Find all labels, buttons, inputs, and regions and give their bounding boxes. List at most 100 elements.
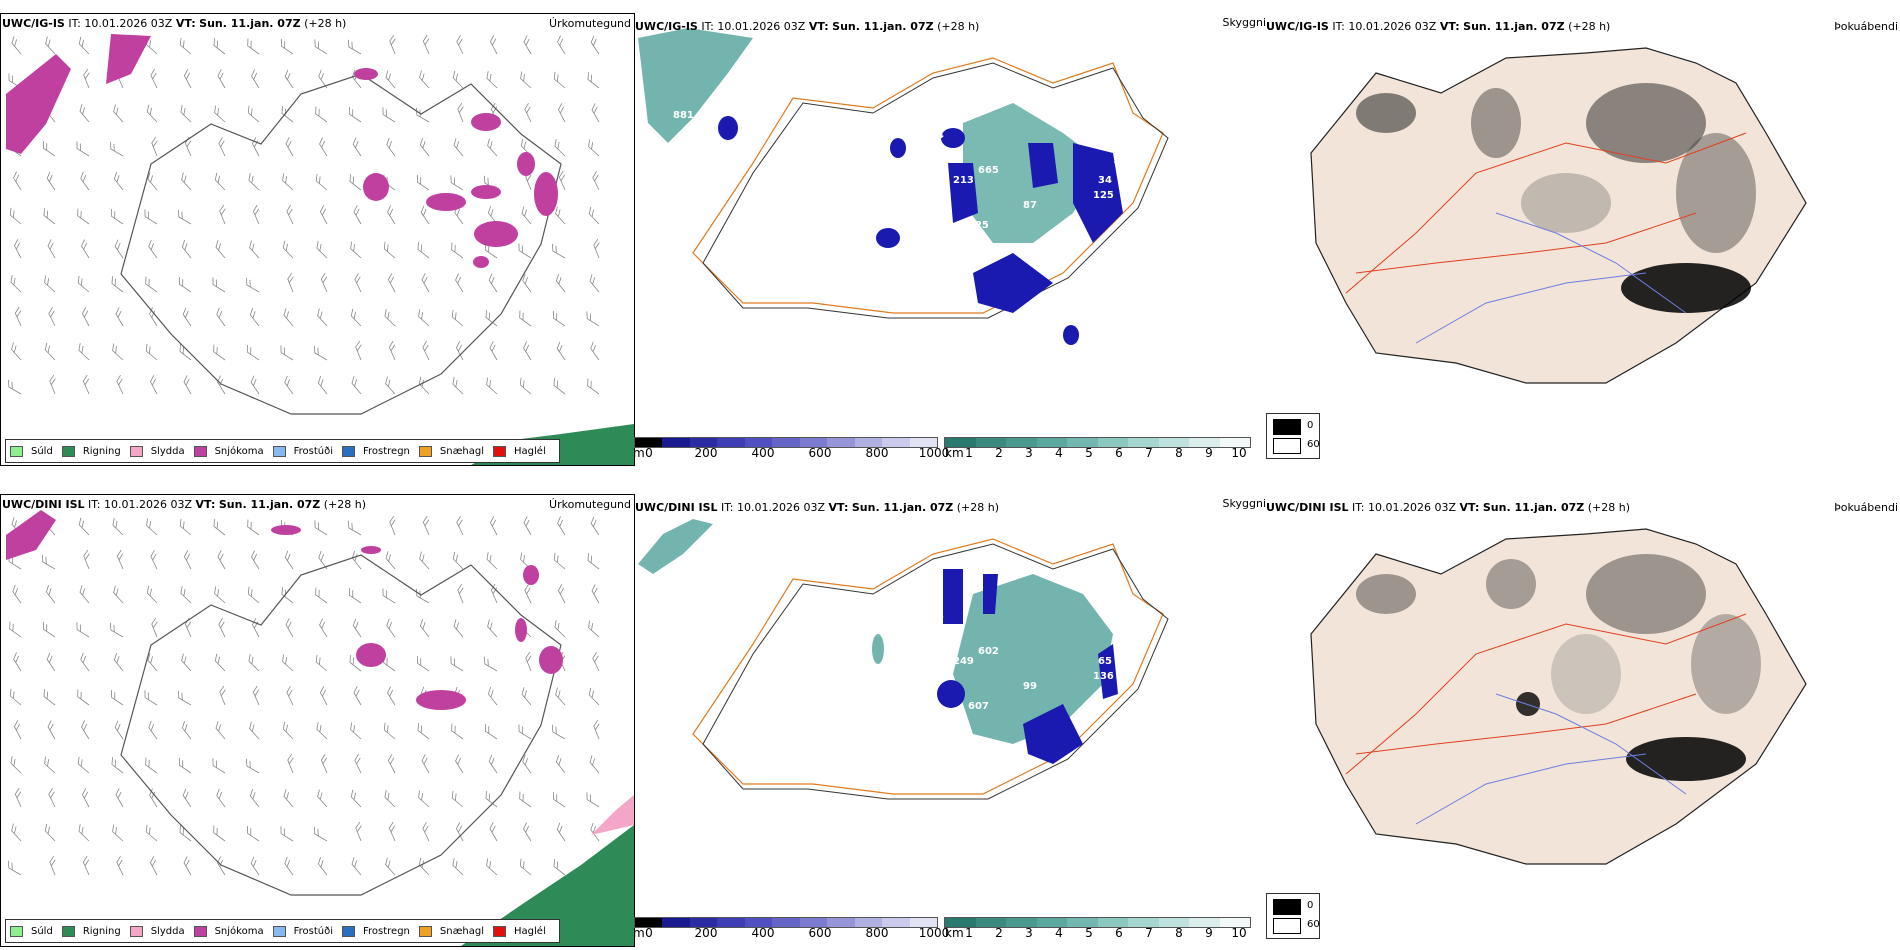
wind-barb bbox=[111, 276, 124, 293]
wind-barb bbox=[213, 344, 226, 361]
wind-barb bbox=[455, 341, 464, 361]
wind-barb bbox=[283, 789, 294, 808]
wind-barb bbox=[351, 857, 362, 876]
wind-barb bbox=[486, 71, 498, 89]
wind-barb bbox=[246, 758, 260, 774]
legend-swatch bbox=[272, 445, 286, 457]
wind-barb bbox=[282, 654, 294, 672]
wind-barb bbox=[251, 69, 260, 89]
wind-barb bbox=[315, 173, 328, 191]
wind-barb bbox=[557, 103, 566, 123]
tick-label: 1000 bbox=[918, 926, 950, 940]
wind-barb bbox=[554, 620, 566, 638]
wind-barb bbox=[77, 208, 90, 225]
wind-barb bbox=[388, 821, 396, 842]
wind-barb bbox=[355, 821, 362, 842]
legend-label: Súld bbox=[31, 925, 53, 937]
wind-barb bbox=[553, 859, 566, 876]
run-info-row2: UWC/DINI ISL IT: 10.01.2026 03Z VT: Sun.… bbox=[2, 498, 367, 511]
wind-barb bbox=[316, 241, 328, 259]
wind-barb bbox=[113, 652, 124, 672]
wind-barb bbox=[212, 758, 226, 774]
wind-barb bbox=[421, 754, 430, 774]
fog-shade-legend-row2: 0 60 bbox=[1266, 893, 1320, 939]
wind-barb bbox=[49, 855, 56, 876]
wind-barb bbox=[518, 724, 532, 740]
cloud-panel-row1: 881 10 166 284 213 665 125 87 125 113 13 59 10 34 UWC… bbox=[633, 13, 1266, 464]
tick-label: 6 bbox=[1115, 446, 1123, 460]
precip-panel-row2: UWC/DINI ISL IT: 10.01.2026 03Z VT: Sun.… bbox=[0, 494, 635, 947]
cloud-panel-row2: 20 200 229 128 249 602 607 99 136 195 102 10 95 65 UW… bbox=[633, 494, 1266, 945]
wind-barb bbox=[552, 791, 566, 808]
legend-label: Haglél bbox=[514, 925, 546, 937]
wind-barb bbox=[283, 308, 294, 327]
wind-barb bbox=[113, 171, 124, 191]
wind-barb bbox=[284, 550, 294, 570]
wind-barb bbox=[382, 588, 396, 604]
wind-barb bbox=[9, 207, 22, 225]
legend-item: Snæhagl bbox=[418, 445, 485, 457]
wind-barb bbox=[217, 375, 226, 395]
tick-label: 6 bbox=[1115, 926, 1123, 940]
wind-barb bbox=[112, 518, 124, 536]
wind-barb bbox=[456, 34, 464, 55]
wind-barb bbox=[319, 205, 328, 225]
legend-item: Snjókoma bbox=[193, 925, 264, 937]
wind-barb bbox=[42, 554, 56, 570]
wind-barb bbox=[348, 520, 362, 536]
wind-barb bbox=[389, 515, 396, 536]
cloud-base-value: 125 bbox=[968, 220, 989, 231]
panel-title-precip-row2: Úrkomutegund bbox=[549, 498, 631, 511]
legend-label: Rigning bbox=[82, 445, 121, 457]
wind-barb bbox=[45, 36, 56, 55]
tick-label: 600 bbox=[808, 446, 832, 460]
wind-barb bbox=[213, 519, 226, 536]
wind-barb bbox=[42, 140, 56, 157]
fog-map-row1 bbox=[1310, 47, 1807, 384]
wind-barb bbox=[146, 518, 158, 536]
wind-barb bbox=[351, 550, 362, 570]
wind-barb bbox=[11, 36, 22, 55]
wind-barb bbox=[249, 240, 260, 259]
wind-barb bbox=[418, 790, 430, 808]
wind-barb bbox=[422, 821, 430, 842]
wind-barb bbox=[282, 721, 294, 740]
wind-barb bbox=[553, 71, 566, 89]
wind-barb bbox=[247, 586, 260, 604]
tick-label: 2 bbox=[995, 446, 1003, 460]
precip-legend-row2: Súld Rigning Slydda Snjókoma Frostúði Frostre… bbox=[5, 919, 560, 943]
wind-barb bbox=[590, 341, 600, 361]
legend-label: Snjókoma bbox=[214, 925, 264, 937]
wind-barb bbox=[555, 273, 566, 293]
cloud-base-value: 607 bbox=[968, 701, 989, 712]
tick-label: 9 bbox=[1205, 926, 1213, 940]
wind-barb bbox=[353, 205, 362, 225]
wind-barb bbox=[285, 137, 294, 157]
wind-barb bbox=[588, 687, 600, 706]
cloud-base-value: 102 bbox=[953, 756, 974, 767]
wind-barb bbox=[214, 653, 226, 672]
wind-barb bbox=[280, 345, 294, 361]
cloud-base-value: 136 bbox=[1093, 671, 1114, 682]
wind-barb bbox=[349, 174, 362, 191]
wind-barb bbox=[215, 721, 226, 740]
wind-barb bbox=[525, 651, 532, 672]
run-info-fog-row1: UWC/IG-IS IT: 10.01.2026 03Z VT: Sun. 11… bbox=[1266, 20, 1611, 33]
legend-label: Rigning bbox=[82, 925, 121, 937]
wind-barb bbox=[590, 822, 600, 842]
wind-barb bbox=[519, 310, 532, 327]
tick-label: 600 bbox=[808, 926, 832, 940]
wind-barb bbox=[79, 104, 90, 123]
wind-barbs-row2 bbox=[8, 515, 600, 876]
wind-barb bbox=[11, 342, 22, 361]
wind-barb bbox=[385, 70, 396, 89]
legend-label: Snæhagl bbox=[439, 445, 485, 457]
wind-barb bbox=[44, 275, 56, 293]
wind-barb bbox=[556, 822, 566, 842]
wind-barb bbox=[180, 105, 192, 123]
wind-barb bbox=[487, 205, 498, 225]
wind-barb bbox=[487, 619, 498, 638]
wind-barb bbox=[81, 720, 90, 740]
wind-barb bbox=[386, 618, 396, 638]
